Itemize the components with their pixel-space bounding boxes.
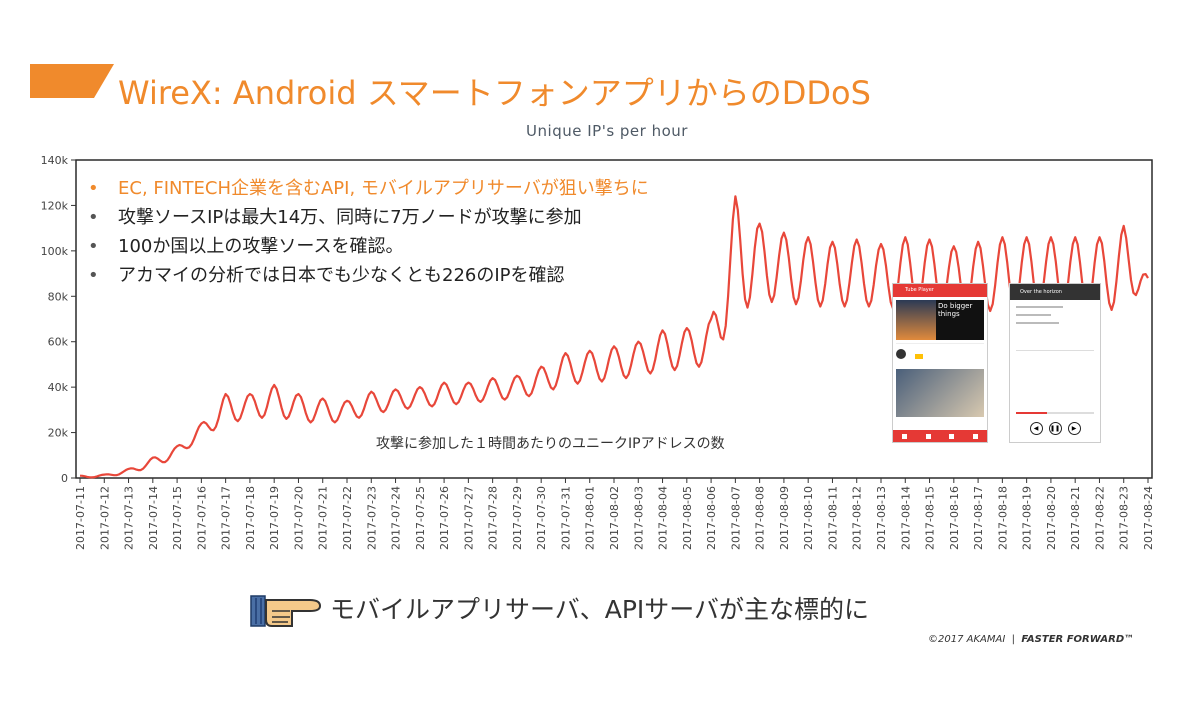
- x-tick-label: 2017-08-20: [1045, 486, 1058, 550]
- x-tick-label: 2017-08-14: [899, 486, 912, 550]
- account-icon: [972, 433, 978, 439]
- home-icon: [902, 433, 908, 439]
- x-tick-label: 2017-07-21: [317, 486, 330, 550]
- x-axis: 2017-07-11 2017-07-12 2017-07-13 2017-07-14…: [74, 478, 1155, 550]
- badge: [915, 354, 924, 359]
- trending-icon: [925, 433, 931, 439]
- footer-separator: |: [1011, 634, 1016, 645]
- phone-screenshot-left: Tube Player Do bigger things: [892, 283, 988, 443]
- x-tick-label: 2017-08-05: [681, 486, 694, 550]
- tagline-text: FASTER FORWARD™: [1021, 634, 1135, 645]
- bullet-item: • 100か国以上の攻撃ソースを確認。: [88, 236, 404, 257]
- x-tick-label: 2017-08-24: [1142, 486, 1155, 550]
- x-tick-label: 2017-08-09: [778, 486, 791, 550]
- chart-title: Unique IP's per hour: [526, 122, 688, 140]
- video-thumbnail: [896, 300, 936, 340]
- x-tick-label: 2017-08-18: [996, 486, 1009, 550]
- x-tick-label: 2017-07-15: [171, 486, 184, 550]
- y-tick-label: 120k: [41, 199, 69, 212]
- x-tick-label: 2017-07-12: [98, 486, 111, 550]
- next-icon: ▶: [1067, 422, 1081, 435]
- x-tick-label: 2017-07-30: [535, 486, 548, 550]
- x-tick-label: 2017-07-23: [365, 486, 378, 550]
- phone-screenshot-right: Over the horizon ◀ ❚❚ ▶: [1009, 283, 1101, 443]
- copyright-text: ©2017 AKAMAI: [928, 634, 1006, 645]
- x-tick-label: 2017-07-28: [487, 486, 500, 550]
- y-tick-label: 60k: [48, 336, 69, 349]
- settings-list: [1016, 306, 1094, 351]
- app-bar: Tube Player: [893, 284, 987, 297]
- pause-icon: ❚❚: [1048, 422, 1062, 435]
- x-tick-label: 2017-07-20: [292, 486, 305, 550]
- bullet-item: • 攻撃ソースIPは最大14万、同時に7万ノードが攻撃に参加: [88, 207, 582, 228]
- x-tick-label: 2017-07-27: [462, 486, 475, 550]
- x-tick-label: 2017-07-16: [195, 486, 208, 550]
- seek-bar: [1016, 412, 1094, 414]
- x-tick-label: 2017-08-15: [924, 486, 937, 550]
- y-tick-label: 140k: [41, 154, 69, 167]
- x-tick-label: 2017-08-21: [1069, 486, 1082, 550]
- x-tick-label: 2017-07-11: [74, 486, 87, 550]
- bullet-list: • EC, FINTECH企業を含むAPI, モバイルアプリサーバが狙い撃ちに •…: [88, 174, 649, 290]
- x-tick-label: 2017-07-24: [390, 486, 403, 550]
- previous-icon: ◀: [1029, 422, 1043, 435]
- y-tick-label: 40k: [48, 381, 69, 394]
- x-tick-label: 2017-07-22: [341, 486, 354, 550]
- x-tick-label: 2017-08-23: [1118, 486, 1131, 550]
- x-tick-label: 2017-08-16: [948, 486, 961, 550]
- x-tick-label: 2017-08-04: [657, 486, 670, 550]
- x-tick-label: 2017-08-10: [802, 486, 815, 550]
- x-tick-label: 2017-07-25: [414, 486, 427, 550]
- x-tick-label: 2017-07-14: [147, 486, 160, 550]
- x-tick-label: 2017-07-13: [123, 486, 136, 550]
- pointing-hand-icon: [250, 595, 322, 627]
- bullet-item: • EC, FINTECH企業を含むAPI, モバイルアプリサーバが狙い撃ちに: [88, 178, 649, 199]
- y-tick-label: 80k: [48, 290, 69, 303]
- x-tick-label: 2017-07-19: [268, 486, 281, 550]
- x-tick-label: 2017-08-03: [632, 486, 645, 550]
- x-tick-label: 2017-08-08: [754, 486, 767, 550]
- x-tick-label: 2017-08-12: [851, 486, 864, 550]
- y-tick-label: 20k: [48, 427, 69, 440]
- x-tick-label: 2017-08-17: [972, 486, 985, 550]
- x-tick-label: 2017-07-17: [220, 486, 233, 550]
- title-accent-bar: [30, 64, 114, 98]
- thumbnail-caption: Do bigger things: [936, 300, 984, 340]
- x-tick-label: 2017-07-31: [559, 486, 572, 550]
- x-tick-label: 2017-07-26: [438, 486, 451, 550]
- avatar: [896, 349, 906, 359]
- conclusion-text: モバイルアプリサーバ、APIサーバが主な標的に: [330, 595, 870, 624]
- x-tick-label: 2017-08-06: [705, 486, 718, 550]
- video-thumbnail: [896, 369, 984, 417]
- player-controls: ◀ ❚❚ ▶: [1010, 422, 1100, 435]
- y-tick-label: 100k: [41, 245, 69, 258]
- footer: ©2017 AKAMAI | FASTER FORWARD™: [928, 634, 1134, 645]
- chart-annotation: 攻撃に参加した１時間あたりのユニークIPアドレスの数: [376, 436, 725, 452]
- bottom-nav: [893, 430, 987, 442]
- x-tick-label: 2017-07-18: [244, 486, 257, 550]
- y-axis: 0 20k 40k 60k 80k 100k 120k 140k: [41, 154, 76, 485]
- x-tick-label: 2017-08-11: [826, 486, 839, 550]
- x-tick-label: 2017-08-13: [875, 486, 888, 550]
- x-tick-label: 2017-07-29: [511, 486, 524, 550]
- x-tick-label: 2017-08-19: [1021, 486, 1034, 550]
- app-bar: Over the horizon: [1010, 284, 1100, 300]
- x-tick-label: 2017-08-22: [1093, 486, 1106, 550]
- slide-title: WireX: Android スマートフォンアプリからのDDoS: [118, 74, 871, 112]
- x-tick-label: 2017-08-02: [608, 486, 621, 550]
- y-tick-label: 0: [61, 472, 68, 485]
- bullet-item: • アカマイの分析では日本でも少なくとも226のIPを確認: [88, 265, 565, 286]
- library-icon: [949, 433, 955, 439]
- x-tick-label: 2017-08-01: [584, 486, 597, 550]
- x-tick-label: 2017-08-07: [729, 486, 742, 550]
